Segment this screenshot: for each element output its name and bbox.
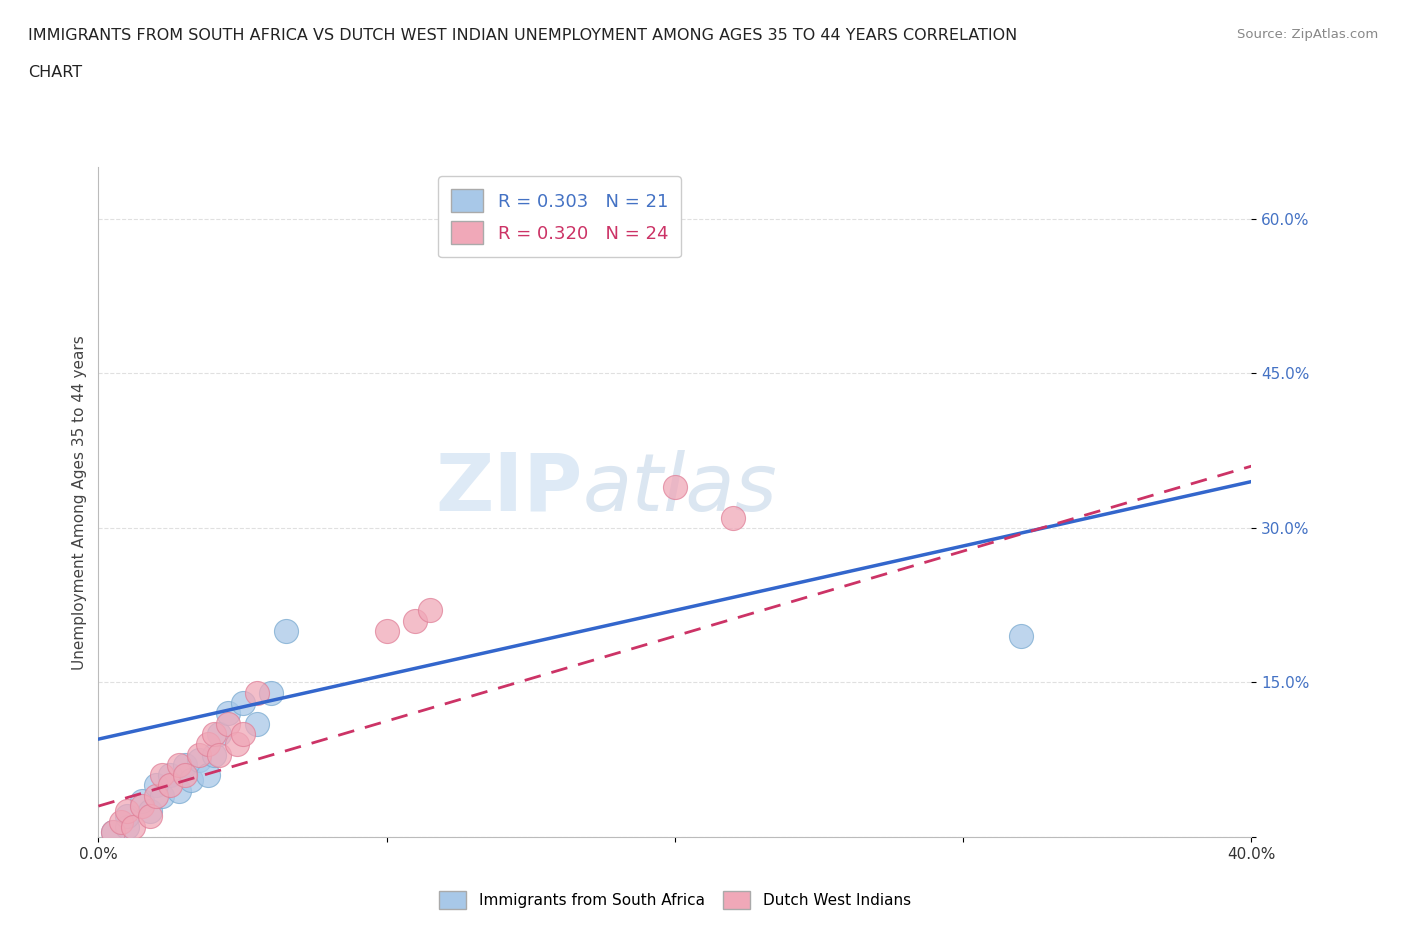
Point xyxy=(159,768,181,783)
Point xyxy=(101,824,124,839)
Legend: Immigrants from South Africa, Dutch West Indians: Immigrants from South Africa, Dutch West… xyxy=(432,884,918,916)
Point xyxy=(405,613,427,628)
Point xyxy=(131,799,153,814)
Point xyxy=(145,778,167,793)
Point xyxy=(188,747,211,762)
Point xyxy=(217,706,239,721)
Point xyxy=(225,737,247,751)
Point xyxy=(231,726,254,741)
Point xyxy=(664,479,686,494)
Point xyxy=(167,783,190,798)
Point xyxy=(145,789,167,804)
Text: ZIP: ZIP xyxy=(436,450,582,528)
Point xyxy=(174,768,197,783)
Point xyxy=(231,696,254,711)
Point xyxy=(139,804,162,818)
Point xyxy=(246,685,269,700)
Point xyxy=(117,804,138,818)
Point xyxy=(117,809,138,824)
Point xyxy=(159,778,181,793)
Point xyxy=(721,511,744,525)
Text: CHART: CHART xyxy=(28,65,82,80)
Point xyxy=(117,819,138,834)
Point xyxy=(188,752,211,767)
Point xyxy=(246,716,269,731)
Point xyxy=(375,623,398,638)
Text: atlas: atlas xyxy=(582,450,778,528)
Point xyxy=(131,793,153,808)
Point xyxy=(139,809,162,824)
Point xyxy=(167,757,190,772)
Point xyxy=(202,726,225,741)
Point xyxy=(110,814,132,829)
Point xyxy=(1010,629,1032,644)
Point xyxy=(197,768,219,783)
Point xyxy=(150,768,173,783)
Point xyxy=(202,747,225,762)
Point xyxy=(274,623,297,638)
Text: IMMIGRANTS FROM SOUTH AFRICA VS DUTCH WEST INDIAN UNEMPLOYMENT AMONG AGES 35 TO : IMMIGRANTS FROM SOUTH AFRICA VS DUTCH WE… xyxy=(28,28,1018,43)
Point xyxy=(208,726,231,741)
Point xyxy=(197,737,219,751)
Point xyxy=(260,685,283,700)
Y-axis label: Unemployment Among Ages 35 to 44 years: Unemployment Among Ages 35 to 44 years xyxy=(72,335,87,670)
Point xyxy=(101,824,124,839)
Point xyxy=(217,716,239,731)
Text: Source: ZipAtlas.com: Source: ZipAtlas.com xyxy=(1237,28,1378,41)
Point xyxy=(174,757,197,772)
Point xyxy=(150,789,173,804)
Point xyxy=(122,819,145,834)
Point xyxy=(208,747,231,762)
Point xyxy=(419,603,441,618)
Point xyxy=(180,773,202,788)
